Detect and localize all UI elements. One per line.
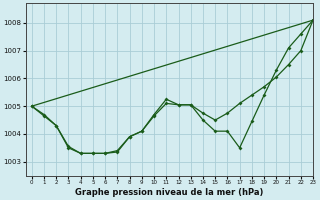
X-axis label: Graphe pression niveau de la mer (hPa): Graphe pression niveau de la mer (hPa) <box>75 188 264 197</box>
